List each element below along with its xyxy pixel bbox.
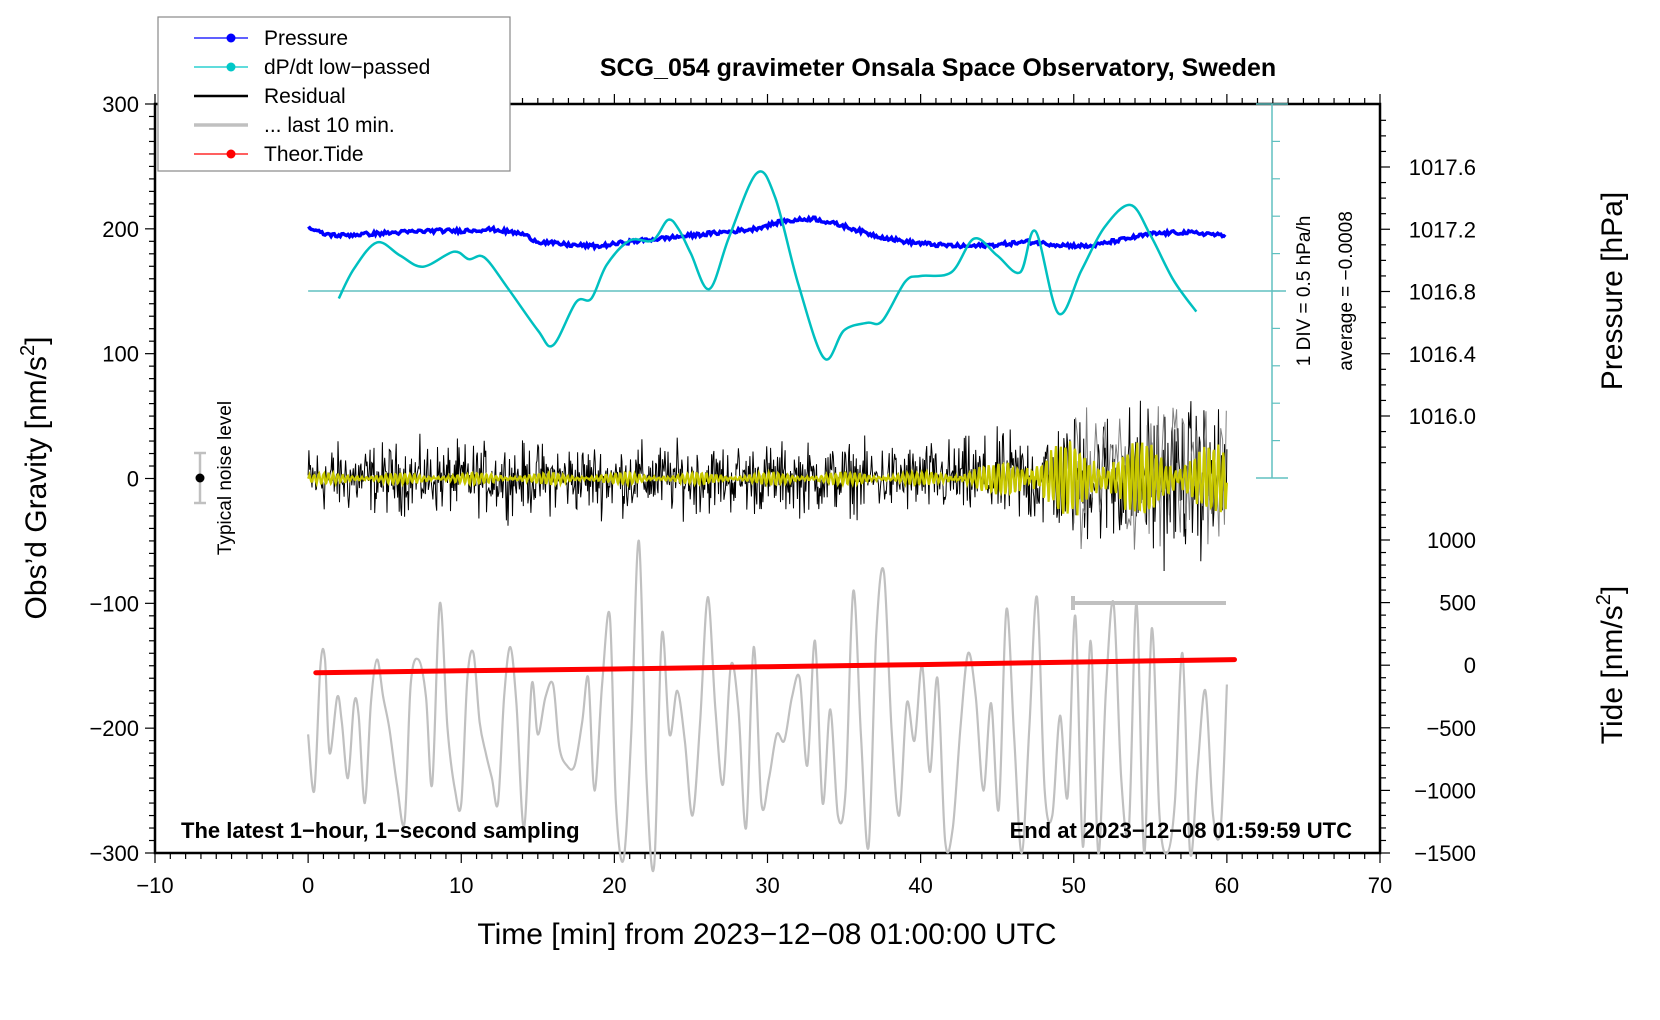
legend-label: ... last 10 min. xyxy=(264,114,395,137)
x-tick-label: 70 xyxy=(1368,873,1392,898)
x-tick-label: 10 xyxy=(449,873,473,898)
series-residual-lowpassed xyxy=(307,441,1228,516)
legend-box xyxy=(157,16,511,172)
legend-swatch-marker xyxy=(226,149,236,159)
series-pressure xyxy=(307,214,1227,252)
x-tick-label: −10 xyxy=(136,873,173,898)
tide-axis-title: Tide [nm/s2] xyxy=(1593,586,1629,744)
pressure-tick-label: 1017.2 xyxy=(1409,217,1476,242)
legend-label: Pressure xyxy=(264,27,348,50)
legend-entries: Pressure dP/dt low−passed Residual ... last… xyxy=(194,27,430,166)
tide-tick-label: −1500 xyxy=(1414,841,1476,866)
series-theor-tide xyxy=(313,657,1237,676)
tide-tick-label: 0 xyxy=(1464,653,1476,678)
noise-level-label: Typical noise level xyxy=(215,401,236,555)
legend-label: Theor.Tide xyxy=(264,143,364,166)
left-tick-label: −300 xyxy=(89,841,139,866)
tide-tick-label: 500 xyxy=(1439,591,1476,616)
x-tick-label: 40 xyxy=(908,873,932,898)
left-axis-title-end: ] xyxy=(20,337,53,345)
x-tick-label: 50 xyxy=(1062,873,1086,898)
noise-level-indicator: Typical noise level xyxy=(194,401,236,555)
left-axis-title-sup: 2 xyxy=(17,345,39,356)
left-tick-label: 300 xyxy=(102,92,139,117)
left-tick-label: −200 xyxy=(89,716,139,741)
x-axis-title: Time [min] from 2023−12−08 01:00:00 UTC xyxy=(477,918,1056,951)
legend-label: dP/dt low−passed xyxy=(264,56,430,79)
tide-tick-label: 1000 xyxy=(1427,528,1476,553)
left-tick-label: 0 xyxy=(127,467,139,492)
noise-point xyxy=(195,473,205,483)
series-layer xyxy=(307,170,1237,873)
end-time-note: End at 2023−12−08 01:59:59 UTC xyxy=(1010,818,1353,843)
tide-axis-title-end: ] xyxy=(1596,586,1629,594)
legend-label: Residual xyxy=(264,85,346,108)
legend-entry: ... last 10 min. xyxy=(194,114,395,137)
dpdt-average-label: average = −0.0008 xyxy=(1336,211,1357,371)
x-tick-label: 60 xyxy=(1215,873,1239,898)
axis-tick-labels: −10 0 10 20 30 40 50 60 703002001000−100−200−300… xyxy=(89,92,1476,898)
legend-swatch-marker xyxy=(226,62,236,72)
dpdt-scale-label: 1 DIV = 0.5 hPa/h xyxy=(1294,216,1315,367)
left-tick-label: 200 xyxy=(102,217,139,242)
sampling-note: The latest 1−hour, 1−second sampling xyxy=(181,818,580,843)
left-tick-label: 100 xyxy=(102,342,139,367)
x-tick-label: 0 xyxy=(302,873,314,898)
x-tick-label: 20 xyxy=(602,873,626,898)
pressure-axis-title: Pressure [hPa] xyxy=(1596,192,1629,390)
pressure-tick-label: 1017.6 xyxy=(1409,155,1476,180)
pressure-tick-label: 1016.0 xyxy=(1409,404,1476,429)
tide-tick-label: −500 xyxy=(1426,716,1476,741)
pressure-tick-label: 1016.8 xyxy=(1409,280,1476,305)
last-10-min-bar xyxy=(1071,596,1226,610)
legend-entry: Residual xyxy=(194,85,346,108)
tide-axis-title-sup: 2 xyxy=(1593,594,1615,605)
chart-title: SCG_054 gravimeter Onsala Space Observat… xyxy=(600,54,1276,82)
legend: Pressure dP/dt low−passed Residual ... last… xyxy=(157,16,511,172)
legend-entry: Pressure xyxy=(194,27,348,50)
series-dpdt xyxy=(337,170,1198,361)
tide-axis-title-main: Tide [nm/s xyxy=(1596,605,1629,744)
left-axis-title: Obs’d Gravity [nm/s2] xyxy=(17,337,53,620)
legend-swatch-marker xyxy=(226,33,236,43)
series-grey-trace xyxy=(307,539,1228,873)
left-axis-title-main: Obs’d Gravity [nm/s xyxy=(20,356,53,619)
dpdt-scale xyxy=(308,103,1288,479)
left-tick-label: −100 xyxy=(89,591,139,616)
x-tick-label: 30 xyxy=(755,873,779,898)
pressure-tick-label: 1016.4 xyxy=(1409,342,1476,367)
tide-tick-label: −1000 xyxy=(1414,778,1476,803)
legend-entry: dP/dt low−passed xyxy=(194,56,430,79)
legend-entry: Theor.Tide xyxy=(194,143,364,166)
